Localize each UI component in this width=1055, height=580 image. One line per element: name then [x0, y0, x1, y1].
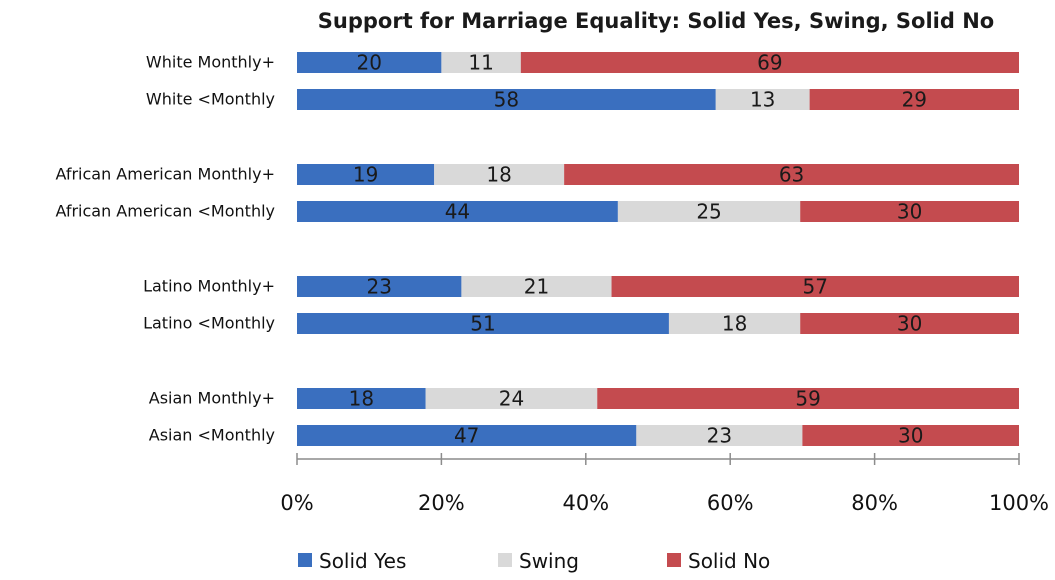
category-labels: White Monthly+ White <Monthly African Amer… — [55, 53, 275, 445]
data-label: 69 — [757, 51, 782, 75]
bar-segment — [297, 313, 669, 334]
data-label: 30 — [897, 312, 922, 336]
chart-title: Support for Marriage Equality: Solid Yes… — [318, 9, 994, 33]
bar-segment — [715, 89, 810, 110]
bar-segment — [297, 89, 716, 110]
x-axis: 0% 20% 40% 60% 80% 100% — [280, 453, 1049, 515]
bar-segment — [297, 388, 426, 409]
data-label: 58 — [494, 88, 519, 112]
bar-segment — [800, 201, 1019, 222]
bar-segment — [668, 313, 801, 334]
data-label: 18 — [486, 163, 511, 187]
category-label: White <Monthly — [146, 90, 275, 109]
bar-segment — [297, 201, 618, 222]
bar-segment — [297, 164, 435, 185]
x-tick-label: 100% — [989, 491, 1049, 515]
bar-segment — [597, 388, 1019, 409]
data-label: 57 — [803, 275, 828, 299]
category-label: Latino <Monthly — [143, 314, 275, 333]
category-label: White Monthly+ — [146, 53, 275, 72]
category-label: African American Monthly+ — [55, 165, 275, 184]
legend: Solid Yes Swing Solid No — [298, 549, 770, 573]
data-label: 19 — [353, 163, 378, 187]
data-label: 23 — [366, 275, 391, 299]
bar-segment — [636, 425, 803, 446]
bar-segment — [520, 52, 1019, 73]
x-tick-label: 0% — [280, 491, 313, 515]
data-label: 25 — [696, 200, 721, 224]
bar-segment — [434, 164, 565, 185]
x-tick-label: 40% — [562, 491, 609, 515]
data-label: 63 — [779, 163, 804, 187]
bar-segment — [802, 425, 1019, 446]
bar-segment — [564, 164, 1019, 185]
bars-group: 20 11 69 58 13 29 19 18 63 44 25 30 23 21 57 51 18 30 18 24… — [297, 51, 1019, 448]
data-label: 11 — [468, 51, 493, 75]
category-label: Latino Monthly+ — [143, 277, 275, 296]
data-label: 18 — [349, 387, 374, 411]
category-label: African American <Monthly — [55, 202, 275, 221]
category-label: Asian Monthly+ — [149, 389, 275, 408]
data-label: 23 — [707, 424, 732, 448]
x-tick-label: 60% — [707, 491, 754, 515]
bar-segment — [297, 52, 442, 73]
legend-label: Swing — [519, 549, 579, 573]
data-label: 30 — [897, 200, 922, 224]
data-label: 18 — [722, 312, 747, 336]
bar-segment — [617, 201, 801, 222]
data-label: 59 — [795, 387, 820, 411]
legend-swatch — [298, 553, 312, 567]
bar-segment — [425, 388, 598, 409]
bar-segment — [611, 276, 1019, 297]
bar-segment — [297, 276, 462, 297]
bar-segment — [461, 276, 612, 297]
data-label: 51 — [470, 312, 495, 336]
bar-segment — [297, 425, 637, 446]
data-label: 44 — [445, 200, 470, 224]
x-tick-label: 80% — [851, 491, 898, 515]
data-label: 29 — [902, 88, 927, 112]
bar-segment — [800, 313, 1019, 334]
bar-segment — [809, 89, 1019, 110]
bar-segment — [441, 52, 521, 73]
legend-label: Solid No — [688, 549, 770, 573]
data-label: 21 — [524, 275, 549, 299]
legend-swatch — [667, 553, 681, 567]
data-label: 13 — [750, 88, 775, 112]
data-label: 20 — [356, 51, 381, 75]
data-label: 30 — [898, 424, 923, 448]
x-tick-label: 20% — [418, 491, 465, 515]
data-label: 47 — [454, 424, 479, 448]
category-label: Asian <Monthly — [149, 426, 275, 445]
data-label: 24 — [499, 387, 524, 411]
legend-label: Solid Yes — [319, 549, 406, 573]
legend-swatch — [498, 553, 512, 567]
